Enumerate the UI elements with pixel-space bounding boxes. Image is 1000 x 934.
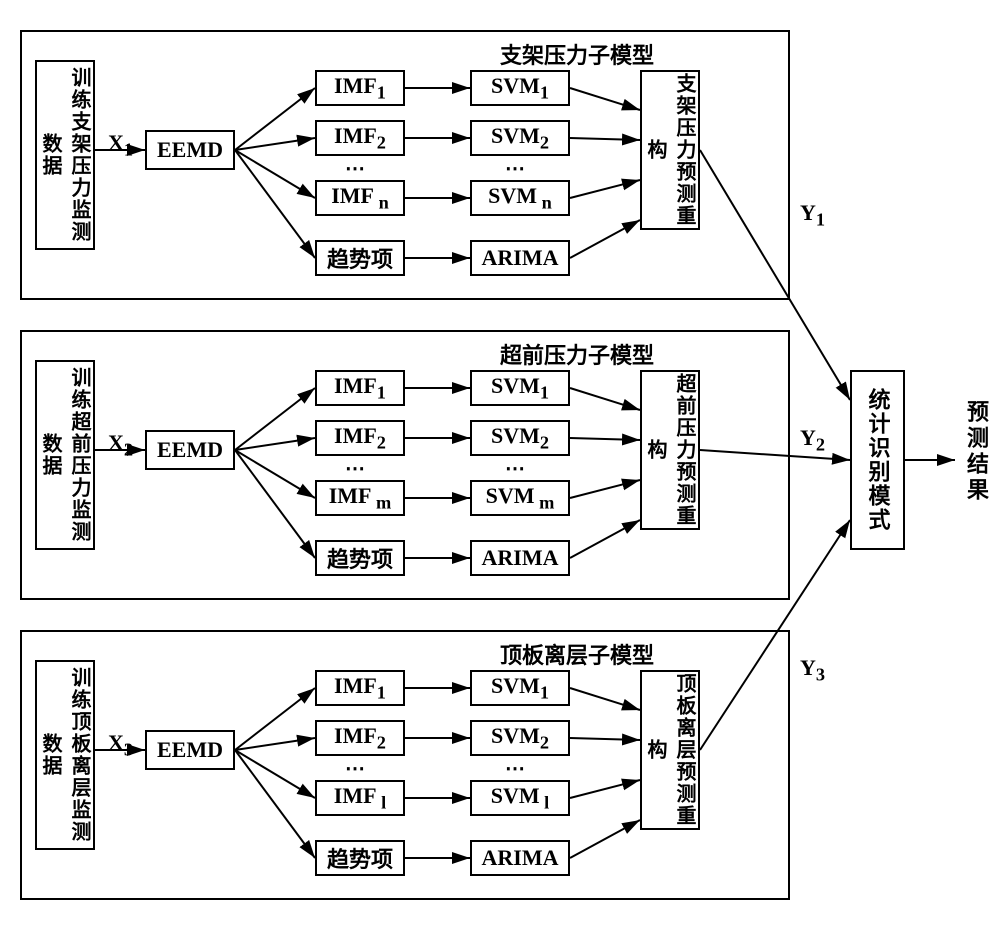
dots-imf-2: ⋯: [345, 456, 365, 481]
arima-3: ARIMA: [470, 840, 570, 876]
input-1: 训练支架压力监测数据: [35, 60, 95, 250]
dots-svm-2: ⋯: [505, 456, 525, 481]
svm2-3: SVM2: [470, 720, 570, 756]
recon-1: 支架压力预测重构: [640, 70, 700, 230]
imfm-2: IMF m: [315, 480, 405, 516]
result-label: 预测结果: [960, 400, 992, 504]
trend-2: 趋势项: [315, 540, 405, 576]
dots-imf-3: ⋯: [345, 756, 365, 781]
recon-3: 顶板离层预测重构: [640, 670, 700, 830]
submodel-3-title: 顶板离层子模型: [500, 638, 654, 670]
imfn-1: IMF n: [315, 180, 405, 216]
input-2: 训练超前压力监测数据: [35, 360, 95, 550]
y3-label: Y3: [800, 655, 825, 685]
svm1-2: SVM1: [470, 370, 570, 406]
imf2-1: IMF2: [315, 120, 405, 156]
y2-label: Y2: [800, 425, 825, 455]
svmm-2: SVM m: [470, 480, 570, 516]
imf2-2: IMF2: [315, 420, 405, 456]
submodel-1-title: 支架压力子模型: [500, 38, 654, 70]
y1-label: Y1: [800, 200, 825, 230]
svml-3: SVM l: [470, 780, 570, 816]
arima-2: ARIMA: [470, 540, 570, 576]
eemd-1: EEMD: [145, 130, 235, 170]
imf1-1: IMF1: [315, 70, 405, 106]
svm2-1: SVM2: [470, 120, 570, 156]
imf1-2: IMF1: [315, 370, 405, 406]
input-3: 训练顶板离层监测数据: [35, 660, 95, 850]
dots-svm-1: ⋯: [505, 156, 525, 181]
submodel-2-title: 超前压力子模型: [500, 338, 654, 370]
stats-box: 统计识别模式: [850, 370, 905, 550]
x2-label: X2: [108, 430, 133, 460]
dots-imf-1: ⋯: [345, 156, 365, 181]
x3-label: X3: [108, 730, 133, 760]
imf2-3: IMF2: [315, 720, 405, 756]
x1-label: X1: [108, 130, 133, 160]
svm2-2: SVM2: [470, 420, 570, 456]
imf1-3: IMF1: [315, 670, 405, 706]
svmn-1: SVM n: [470, 180, 570, 216]
dots-svm-3: ⋯: [505, 756, 525, 781]
trend-3: 趋势项: [315, 840, 405, 876]
arima-1: ARIMA: [470, 240, 570, 276]
recon-2: 超前压力预测重构: [640, 370, 700, 530]
imfl-3: IMF l: [315, 780, 405, 816]
svm1-3: SVM1: [470, 670, 570, 706]
eemd-3: EEMD: [145, 730, 235, 770]
eemd-2: EEMD: [145, 430, 235, 470]
trend-1: 趋势项: [315, 240, 405, 276]
svm1-1: SVM1: [470, 70, 570, 106]
